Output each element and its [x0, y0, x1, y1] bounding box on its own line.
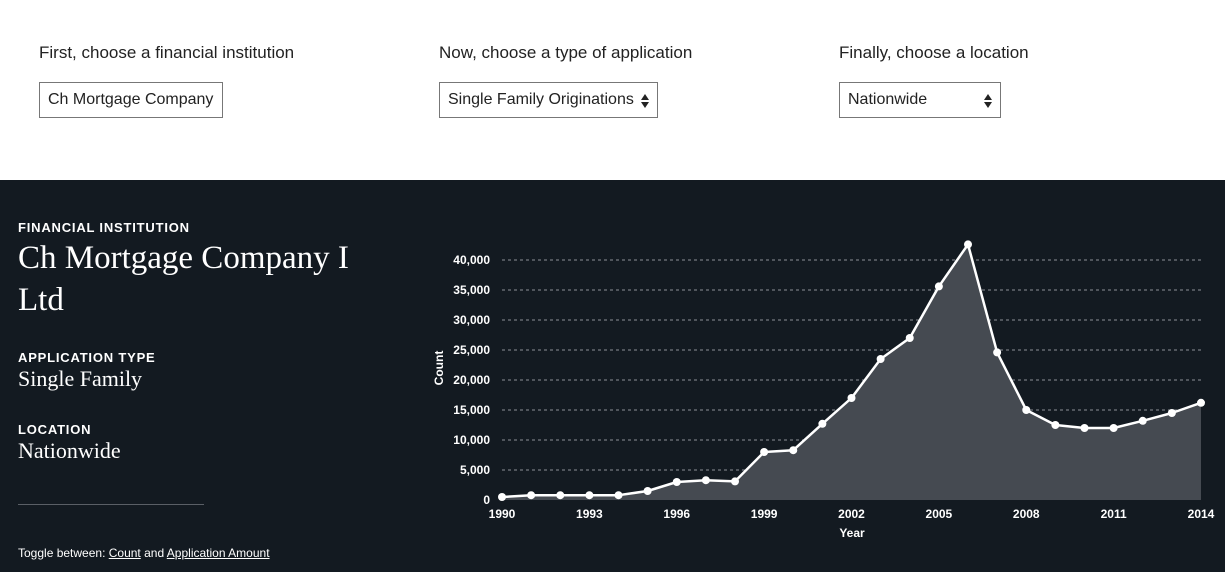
x-tick-label: 1990 [489, 507, 516, 521]
toggle-prefix: Toggle between: [18, 546, 109, 560]
data-point [934, 282, 943, 291]
data-point [760, 448, 769, 456]
location-value: Nationwide [18, 438, 121, 463]
data-point [964, 240, 972, 249]
data-point [1080, 424, 1089, 432]
location-heading: LOCATION [18, 422, 92, 437]
data-point [643, 487, 652, 495]
x-axis-ticks: 1990 1993 1996 1999 2002 2005 2008 2011 2014 [489, 507, 1215, 521]
institution-input[interactable]: Ch Mortgage Company [39, 82, 223, 118]
institution-name: Ch Mortgage Company I Ltd [18, 240, 349, 318]
y-tick-label: 5,000 [460, 463, 490, 477]
institution-filter: First, choose a financial institution Ch… [39, 43, 295, 118]
data-point [614, 491, 623, 500]
x-tick-label: 2002 [838, 507, 865, 521]
data-point [527, 491, 536, 500]
select-arrows-icon [641, 94, 649, 108]
x-tick-label: 2005 [926, 507, 953, 521]
y-tick-label: 20,000 [453, 373, 490, 387]
y-tick-label: 10,000 [453, 433, 490, 447]
x-tick-label: 2014 [1188, 507, 1215, 521]
data-point [993, 348, 1002, 357]
data-point [1167, 409, 1176, 417]
data-point [876, 355, 885, 363]
data-point [847, 394, 856, 402]
data-point [1138, 416, 1147, 425]
data-point [1109, 424, 1118, 432]
application-select-value: Single Family Originations [448, 91, 634, 108]
metric-toggle: Toggle between: Count and Application Am… [18, 546, 270, 560]
toggle-middle: and [140, 546, 167, 560]
data-point [498, 493, 506, 501]
location-filter-label: Finally, choose a location [839, 43, 1029, 62]
select-arrows-icon [984, 94, 992, 108]
data-point [1197, 398, 1205, 407]
x-tick-label: 2008 [1013, 507, 1040, 521]
y-tick-label: 0 [483, 493, 490, 507]
chart-area [502, 244, 1201, 500]
y-tick-label: 30,000 [453, 313, 490, 327]
data-point [1022, 406, 1031, 414]
application-filter: Now, choose a type of application Single… [439, 43, 693, 118]
toggle-amount-link[interactable]: Application Amount [166, 546, 270, 560]
application-select[interactable]: Single Family Originations [439, 82, 658, 118]
y-axis-label: Count [432, 351, 446, 386]
location-select[interactable]: Nationwide [839, 82, 1001, 118]
data-point [1051, 421, 1060, 429]
data-point [556, 491, 565, 500]
x-tick-label: 2011 [1101, 507, 1127, 521]
divider [18, 504, 204, 505]
x-tick-label: 1999 [751, 507, 778, 521]
data-point [789, 446, 798, 455]
x-tick-label: 1996 [663, 507, 690, 521]
location-select-value: Nationwide [848, 91, 928, 108]
y-axis-ticks: 0 5,000 10,000 15,000 20,000 25,000 30,000 35,0… [453, 253, 490, 507]
chart-points [498, 240, 1205, 501]
y-tick-label: 25,000 [453, 343, 490, 357]
filter-controls: First, choose a financial institution Ch… [0, 0, 1225, 180]
y-tick-label: 40,000 [453, 253, 490, 267]
data-point [672, 478, 681, 486]
x-axis-label: Year [839, 526, 865, 540]
data-point [731, 477, 739, 486]
data-point [701, 476, 710, 485]
application-type-heading: APPLICATION TYPE [18, 350, 156, 365]
data-point [905, 334, 914, 342]
institution-filter-label: First, choose a financial institution [39, 43, 295, 62]
y-tick-label: 35,000 [453, 283, 490, 297]
institution-heading: FINANCIAL INSTITUTION [18, 220, 190, 235]
location-filter: Finally, choose a location Nationwide [839, 43, 1029, 118]
count-chart: 0 5,000 10,000 15,000 20,000 25,000 30,000 35,0… [432, 240, 1215, 540]
toggle-count-link[interactable]: Count [108, 546, 141, 560]
application-type-value: Single Family [18, 366, 143, 391]
application-filter-label: Now, choose a type of application [439, 43, 693, 62]
results-panel: FINANCIAL INSTITUTION Ch Mortgage Compan… [0, 180, 1225, 572]
y-tick-label: 15,000 [453, 403, 490, 417]
data-point [818, 419, 827, 428]
data-point [585, 491, 594, 500]
x-tick-label: 1993 [576, 507, 603, 521]
